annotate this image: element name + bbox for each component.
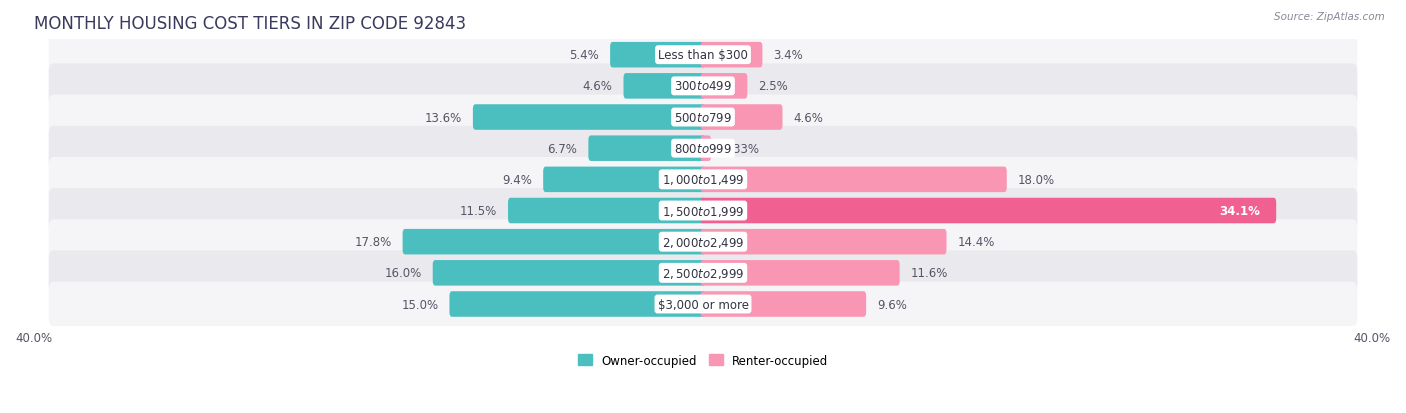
Text: 16.0%: 16.0% (385, 267, 422, 280)
FancyBboxPatch shape (472, 105, 706, 131)
Text: 2.5%: 2.5% (758, 80, 787, 93)
Text: 4.6%: 4.6% (793, 111, 824, 124)
Text: 4.6%: 4.6% (582, 80, 613, 93)
Text: $1,000 to $1,499: $1,000 to $1,499 (662, 173, 744, 187)
FancyBboxPatch shape (508, 198, 706, 224)
FancyBboxPatch shape (700, 261, 900, 286)
FancyBboxPatch shape (49, 157, 1357, 202)
FancyBboxPatch shape (49, 64, 1357, 109)
FancyBboxPatch shape (700, 136, 711, 161)
Text: 0.33%: 0.33% (721, 142, 759, 155)
FancyBboxPatch shape (543, 167, 706, 192)
Text: 9.4%: 9.4% (502, 173, 533, 186)
FancyBboxPatch shape (700, 167, 1007, 192)
Text: 14.4%: 14.4% (957, 235, 995, 249)
FancyBboxPatch shape (450, 292, 706, 317)
Text: $1,500 to $1,999: $1,500 to $1,999 (662, 204, 744, 218)
FancyBboxPatch shape (49, 220, 1357, 264)
FancyBboxPatch shape (49, 33, 1357, 78)
FancyBboxPatch shape (700, 292, 866, 317)
FancyBboxPatch shape (700, 74, 748, 100)
Text: $3,000 or more: $3,000 or more (658, 298, 748, 311)
FancyBboxPatch shape (623, 74, 706, 100)
FancyBboxPatch shape (49, 95, 1357, 140)
FancyBboxPatch shape (433, 261, 706, 286)
Text: 13.6%: 13.6% (425, 111, 463, 124)
Text: 17.8%: 17.8% (354, 235, 392, 249)
FancyBboxPatch shape (49, 126, 1357, 171)
FancyBboxPatch shape (49, 282, 1357, 327)
FancyBboxPatch shape (49, 189, 1357, 233)
Legend: Owner-occupied, Renter-occupied: Owner-occupied, Renter-occupied (572, 349, 834, 372)
Text: 3.4%: 3.4% (773, 49, 803, 62)
FancyBboxPatch shape (700, 105, 783, 131)
Text: 34.1%: 34.1% (1219, 204, 1260, 218)
Text: $2,000 to $2,499: $2,000 to $2,499 (662, 235, 744, 249)
Text: 5.4%: 5.4% (569, 49, 599, 62)
Text: Source: ZipAtlas.com: Source: ZipAtlas.com (1274, 12, 1385, 22)
Text: $500 to $799: $500 to $799 (673, 111, 733, 124)
Text: Less than $300: Less than $300 (658, 49, 748, 62)
Text: MONTHLY HOUSING COST TIERS IN ZIP CODE 92843: MONTHLY HOUSING COST TIERS IN ZIP CODE 9… (34, 15, 465, 33)
Text: 18.0%: 18.0% (1018, 173, 1054, 186)
FancyBboxPatch shape (610, 43, 706, 68)
Text: 11.6%: 11.6% (911, 267, 948, 280)
Text: $300 to $499: $300 to $499 (673, 80, 733, 93)
Text: 11.5%: 11.5% (460, 204, 498, 218)
FancyBboxPatch shape (700, 43, 762, 68)
Text: 15.0%: 15.0% (402, 298, 439, 311)
Text: 9.6%: 9.6% (877, 298, 907, 311)
Text: $800 to $999: $800 to $999 (673, 142, 733, 155)
Text: $2,500 to $2,999: $2,500 to $2,999 (662, 266, 744, 280)
FancyBboxPatch shape (700, 198, 1277, 224)
Text: 6.7%: 6.7% (547, 142, 578, 155)
FancyBboxPatch shape (402, 229, 706, 255)
FancyBboxPatch shape (700, 229, 946, 255)
FancyBboxPatch shape (588, 136, 706, 161)
FancyBboxPatch shape (49, 251, 1357, 296)
